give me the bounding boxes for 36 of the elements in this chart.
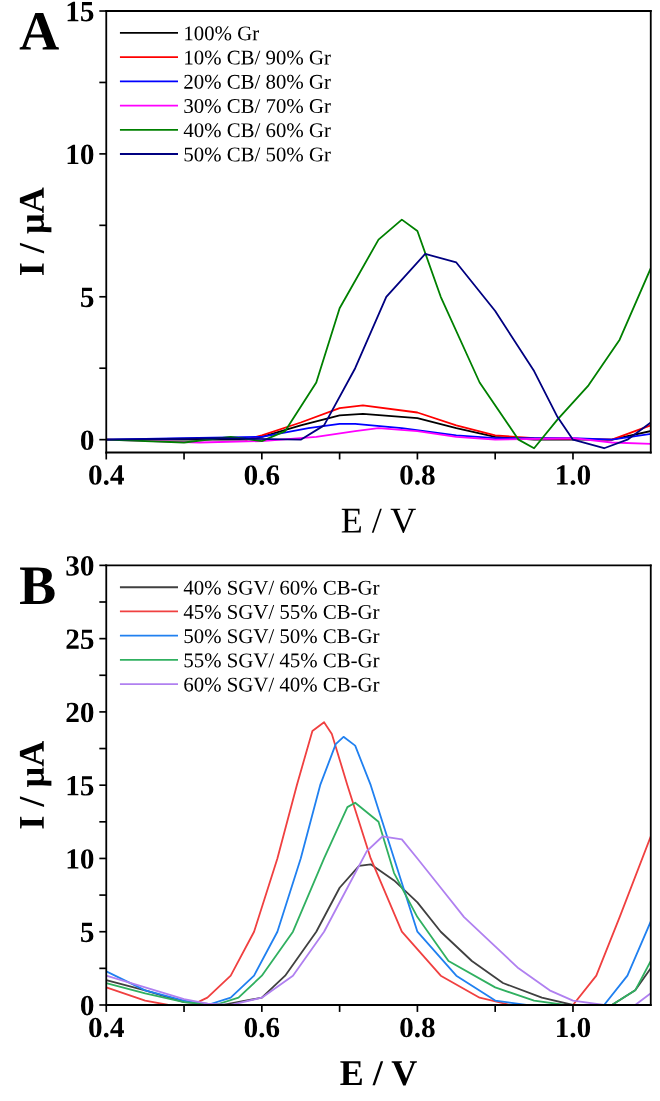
x-tick-label: 0.6 (244, 465, 280, 485)
y-tick-label: 10 (67, 849, 94, 869)
text: A (19, 12, 59, 50)
x-tick-label: 0.4 (89, 1017, 124, 1038)
y-tick-label: 0 (80, 430, 94, 451)
x-tick-label: 1.0 (557, 465, 591, 485)
y-axis-title: I / µA (19, 187, 52, 276)
x-tick-label: 0.8 (400, 465, 435, 485)
y-tick-label: 5 (81, 287, 94, 308)
x-axis-title: E / V (340, 1061, 417, 1086)
legend-label: 45% SGV/ 55% CB-Gr (183, 604, 380, 620)
x-tick-label: 0.6 (244, 1017, 280, 1038)
x-tick-label: 0.4 (89, 465, 124, 485)
y-tick-label: 15 (67, 776, 94, 796)
legend-label: 40% SGV/ 60% CB-Gr (183, 580, 380, 595)
legend-label: 55% SGV/ 45% CB-Gr (184, 653, 380, 668)
legend-label: 100% Gr (185, 26, 259, 41)
y-tick-label: 10 (67, 144, 94, 165)
y-tick-label: 5 (81, 922, 94, 943)
legend-label: 50% CB/ 50% Gr (184, 147, 331, 162)
y-tick-label: 30 (66, 556, 94, 576)
y-tick-label: 20 (66, 702, 94, 723)
legend-label: 40% CB/ 60% Gr (183, 123, 331, 138)
x-tick-label: 1.0 (557, 1017, 591, 1038)
x-tick-label: 0.8 (400, 1017, 435, 1038)
text: B (20, 567, 55, 605)
y-axis-title: I / µA (19, 740, 52, 829)
x-axis-title: E / V (341, 508, 416, 534)
legend-label: 20% CB/ 80% Gr (184, 74, 331, 89)
y-tick-label: 25 (66, 629, 94, 650)
legend-label: 10% CB/ 90% Gr (185, 50, 331, 65)
legend-label: 60% SGV/ 40% CB-Gr (184, 677, 380, 692)
legend-label: 50% SGV/ 50% CB-Gr (184, 629, 380, 644)
y-tick-label: 15 (67, 1, 94, 22)
legend-label: 30% CB/ 70% Gr (184, 99, 331, 114)
y-tick-label: 0 (80, 995, 94, 1016)
